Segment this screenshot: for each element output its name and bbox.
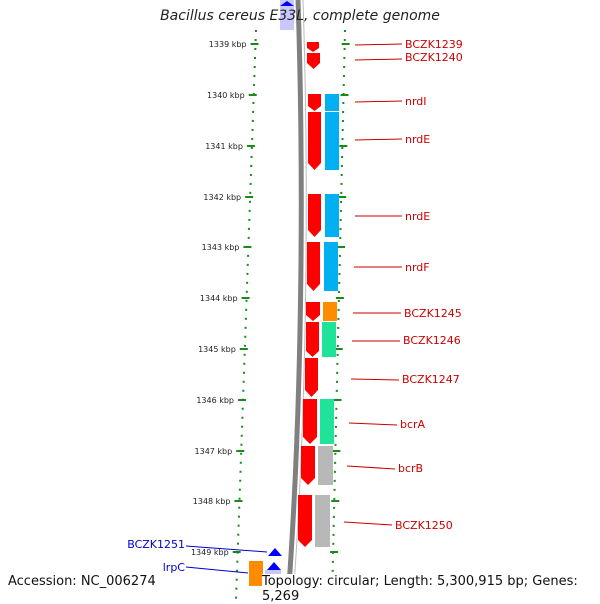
leader-bczk1247 (350, 378, 400, 381)
ruler-tick-label: 1345 kbp (198, 345, 236, 354)
gene-bczk1246-arrow (306, 322, 319, 357)
ruler-tick-label: 1342 kbp (203, 193, 241, 202)
cog-bczk1250-bar (315, 495, 330, 547)
leader-bczk1240 (354, 58, 403, 61)
leader-lrpc (185, 566, 249, 574)
cog-bcrb-bar (318, 446, 333, 485)
gene-labels-left: BCZK1251 lrpC (127, 538, 185, 574)
gene-bczk1240-arrow (307, 53, 320, 69)
leader-nrde-1 (354, 138, 403, 141)
cog-nrde-1-bar (325, 112, 339, 170)
gene-nrde-2-arrow (308, 194, 321, 237)
gene-labels-right: BCZK1239 BCZK1240 nrdI nrdE nrdE nrdF BC… (395, 38, 463, 532)
gene-bczk1245-arrow (306, 302, 320, 321)
gene-nrdi-arrow (308, 94, 321, 111)
gene-bczk1250-arrow (298, 495, 312, 547)
leader-nrdi (354, 100, 403, 103)
label-bczk1239[interactable]: BCZK1239 (405, 38, 463, 51)
genome-backbone (285, 0, 304, 601)
ruler-ticks: 1339 kbp 1340 kbp 1341 kbp 1342 kbp 1343 kbp… (191, 40, 350, 557)
ruler-tick-label: 1339 kbp (209, 40, 247, 49)
leader-bczk1239 (354, 43, 403, 46)
label-bcrb[interactable]: bcrB (398, 462, 423, 475)
cog-bczk1245-bar (323, 302, 337, 321)
ruler-tick-label: 1346 kbp (196, 396, 234, 405)
accession-text: Accession: NC_006274 (8, 574, 156, 589)
gene-nrde-1-arrow (308, 112, 321, 170)
label-lrpc[interactable]: lrpC (163, 561, 186, 574)
ruler-tick-label: 1340 kbp (207, 91, 245, 100)
top-marker-arrow-icon (280, 1, 294, 6)
label-bcra[interactable]: bcrA (400, 418, 426, 431)
cog-lrpc-bar (249, 561, 263, 586)
top-position-marker (280, 0, 294, 30)
gene-bczk1251-arrow (268, 548, 282, 556)
gene-bczk1239-arrow (307, 42, 319, 52)
cog-nrdi-bar (325, 94, 339, 111)
leader-bczk1250 (343, 521, 393, 526)
leader-bcra (348, 422, 398, 426)
cog-bczk1246-bar (322, 322, 336, 357)
forward-genes (292, 42, 321, 600)
label-bczk1246[interactable]: BCZK1246 (403, 334, 461, 347)
cog-bars (310, 94, 339, 600)
ruler-tick-label: 1343 kbp (202, 243, 240, 252)
cog-nrde-2-bar (325, 194, 339, 237)
ruler-tick-label: 1348 kbp (193, 497, 231, 506)
label-nrde-1[interactable]: nrdE (405, 133, 430, 146)
label-bczk1245[interactable]: BCZK1245 (404, 307, 462, 320)
gene-bczk1247-arrow (305, 358, 318, 397)
label-nrde-2[interactable]: nrdE (405, 210, 430, 223)
genome-summary-text: Topology: circular; Length: 5,300,915 bp… (262, 574, 600, 604)
cog-bcra-bar (320, 399, 334, 444)
label-bczk1247[interactable]: BCZK1247 (402, 373, 460, 386)
label-leaders (185, 43, 403, 574)
gene-nrdf-arrow (307, 242, 320, 291)
ruler-tick-label: 1349 kbp (191, 548, 229, 557)
label-bczk1251[interactable]: BCZK1251 (127, 538, 185, 551)
label-bczk1250[interactable]: BCZK1250 (395, 519, 453, 532)
label-nrdf[interactable]: nrdF (405, 261, 430, 274)
gene-bcrb-arrow (301, 446, 315, 485)
gene-bcra-arrow (303, 399, 317, 444)
label-nrdi[interactable]: nrdI (405, 95, 427, 108)
label-bczk1240[interactable]: BCZK1240 (405, 51, 463, 64)
ruler-tick-label: 1344 kbp (200, 294, 238, 303)
genome-title: Bacillus cereus E33L, complete genome (160, 8, 440, 24)
ruler-left-dots (235, 29, 257, 601)
leader-bcrb (346, 465, 396, 470)
cog-nrdf-bar (324, 242, 338, 291)
ruler-tick-label: 1347 kbp (195, 447, 233, 456)
gene-lrpc-arrow (267, 562, 281, 570)
leader-bczk1251 (185, 545, 268, 553)
ruler-tick-label: 1341 kbp (205, 142, 243, 151)
